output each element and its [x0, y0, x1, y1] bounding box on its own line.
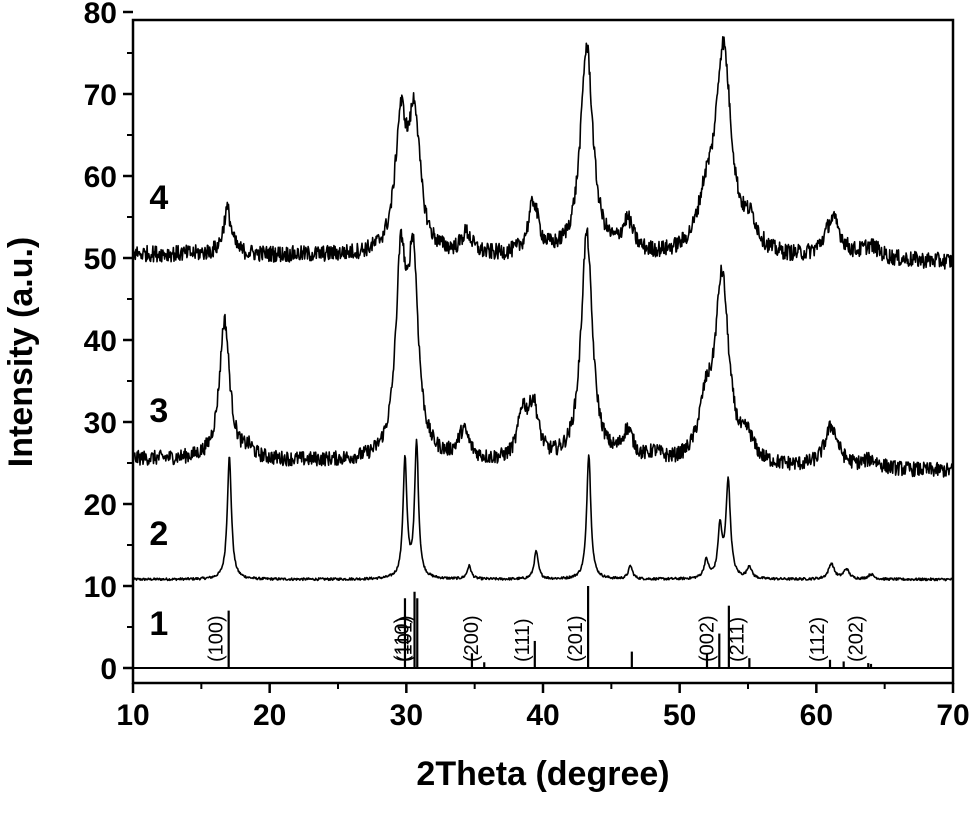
hkl-label: (002) [696, 615, 718, 662]
y-tick-label: 30 [84, 407, 117, 440]
hkl-label: (211) [726, 617, 748, 662]
hkl-labels: (100) (110)(101) (200) (111) (201) (002) (211)… [206, 615, 868, 662]
y-tick-label: 10 [84, 571, 117, 604]
x-tick-label: 30 [390, 699, 423, 732]
y-tick-label: 40 [84, 325, 117, 358]
x-axis: 10 20 30 40 50 60 70 [116, 683, 970, 732]
curve-label-1: 1 [149, 605, 168, 643]
hkl-label: (100) [206, 615, 228, 662]
y-axis: 0 10 20 30 40 50 60 70 80 [84, 0, 133, 686]
curve-label-4: 4 [149, 179, 168, 217]
x-tick-label: 70 [936, 699, 969, 732]
hkl-label: (201) [565, 615, 587, 662]
reference-pattern-1 [133, 586, 953, 669]
y-tick-label: 70 [84, 79, 117, 112]
x-tick-label: 60 [800, 699, 833, 732]
hkl-label: (112) [807, 617, 829, 662]
curve-label-2: 2 [149, 515, 168, 553]
series-3-line [132, 227, 954, 478]
curve-label-3: 3 [149, 392, 168, 430]
y-tick-label: 0 [100, 653, 117, 686]
plot-frame [131, 18, 955, 685]
x-tick-label: 10 [116, 699, 149, 732]
x-axis-title: 2Theta (degree) [416, 755, 669, 793]
y-tick-label: 60 [84, 161, 117, 194]
hkl-label: (111) [512, 618, 534, 662]
x-tick-label: 40 [526, 699, 559, 732]
y-axis-title: Intensity (a.u.) [2, 237, 40, 467]
y-tick-label: 20 [84, 489, 117, 522]
x-tick-label: 50 [663, 699, 696, 732]
hkl-label: (202) [845, 615, 867, 662]
series-2-line [132, 438, 954, 582]
series-4-line [132, 36, 954, 270]
hkl-label: (200) [461, 615, 483, 662]
hkl-label: (101) [394, 615, 416, 662]
xrd-series [132, 36, 954, 582]
y-tick-label: 80 [84, 0, 117, 30]
hkl-label: (110) [392, 617, 414, 662]
curve-labels: 1 2 3 4 [149, 179, 168, 643]
x-tick-label: 20 [253, 699, 286, 732]
y-tick-label: 50 [84, 243, 117, 276]
